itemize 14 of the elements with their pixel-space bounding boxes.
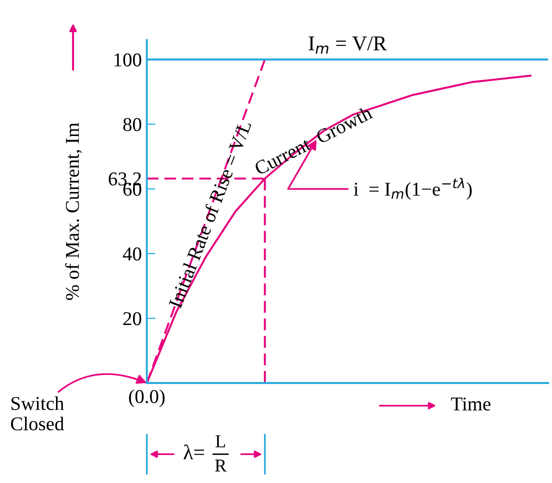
text: R <box>215 460 227 472</box>
y-tick-label: 100 <box>114 53 142 66</box>
text: L <box>216 435 226 448</box>
y-axis-title: % of Max. Current, Im <box>65 122 82 300</box>
annotation: i = I$_{m}$(1−e$^{−tλ}$) <box>354 178 472 200</box>
text: λ= <box>184 444 204 460</box>
y-tick-label: 40 <box>122 247 142 261</box>
text: Switch Closed <box>10 396 64 430</box>
y-tick-label: 20 <box>123 312 142 326</box>
y-tick-label: 80 <box>123 118 142 132</box>
text: Time <box>451 397 490 411</box>
annotation: Initial Rate of Rise = V/L <box>168 120 252 309</box>
ref-line-label: I$_{m}$ = V/R <box>308 36 387 54</box>
text: (0.0) <box>129 389 165 408</box>
